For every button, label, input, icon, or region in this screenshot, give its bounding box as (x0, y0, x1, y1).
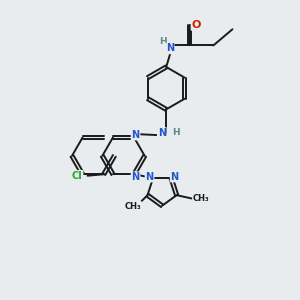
Text: N: N (146, 172, 154, 182)
Text: CH₃: CH₃ (193, 194, 209, 203)
Text: N: N (166, 44, 174, 53)
Text: N: N (131, 130, 140, 140)
Text: N: N (158, 128, 166, 138)
Text: N: N (170, 172, 179, 182)
Text: CH₃: CH₃ (124, 202, 141, 211)
Text: H: H (172, 128, 179, 137)
Text: H: H (159, 37, 167, 46)
Text: O: O (191, 20, 201, 30)
Text: N: N (131, 172, 140, 182)
Text: Cl: Cl (72, 171, 83, 181)
